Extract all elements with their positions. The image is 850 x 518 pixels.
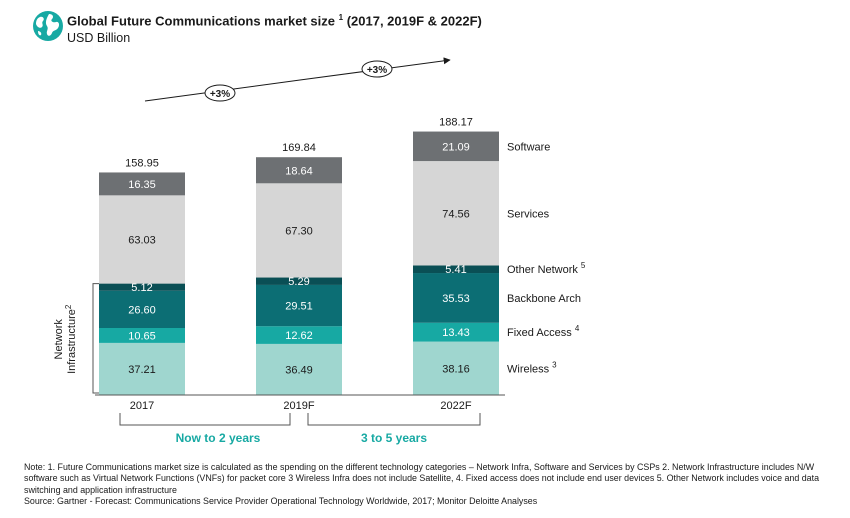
data-label: 10.65 — [128, 330, 156, 342]
globe-icon — [33, 11, 63, 41]
data-label: 5.12 — [131, 282, 152, 294]
data-label: 29.51 — [285, 301, 313, 313]
data-label: 37.21 — [128, 364, 156, 376]
legend-label: Backbone Arch — [507, 293, 581, 305]
total-label: 169.84 — [282, 142, 316, 154]
bar-segment-software — [413, 131, 499, 162]
network-bracket — [92, 283, 99, 394]
total-label: 188.17 — [439, 117, 473, 129]
legend-label: Software — [507, 141, 550, 153]
data-label: 63.03 — [128, 234, 156, 246]
bar-segment-wireless — [99, 342, 185, 395]
bar-segment-backbone-arch — [99, 290, 185, 328]
data-label: 5.41 — [445, 264, 466, 276]
bar-segment-backbone-arch — [256, 284, 342, 327]
total-label: 158.95 — [125, 157, 159, 169]
data-label: 36.49 — [285, 364, 313, 376]
bar-segment-software — [99, 172, 185, 196]
data-label: 12.62 — [285, 330, 313, 342]
x-tick-label: 2019F — [283, 400, 314, 412]
bar-segment-services — [99, 195, 185, 284]
growth-label: +3% — [367, 65, 387, 76]
data-label: 18.64 — [285, 165, 313, 177]
growth-arrow — [144, 57, 451, 102]
x-tick-label: 2017 — [130, 400, 154, 412]
data-label: 16.35 — [128, 179, 156, 191]
bar-segment-services — [256, 183, 342, 278]
bar-segment-other-network — [413, 265, 499, 274]
bar-segment-software — [256, 157, 342, 184]
bar-segment-wireless — [256, 343, 342, 395]
x-tick-label: 2022F — [440, 400, 471, 412]
network-group-label: Network — [53, 319, 65, 360]
bar-segment-fixed-access — [256, 326, 342, 344]
footnote: Note: 1. Future Communications market si… — [24, 462, 834, 508]
stacked-bar-chart: 37.21 10.65 26.60 5.12 63.03 16.35 158.95 2017 3… — [53, 57, 586, 445]
period-bracket — [307, 413, 481, 426]
chart-title: Global Future Communications market size… — [67, 13, 482, 29]
bar-segment-services — [413, 161, 499, 266]
legend-label: Wireless 3 — [507, 360, 557, 375]
growth-label: +3% — [210, 89, 230, 100]
data-label: 21.09 — [442, 141, 470, 153]
data-label: 38.16 — [442, 363, 470, 375]
data-label: 35.53 — [442, 293, 470, 305]
period-bracket — [119, 413, 291, 426]
footnote-source: Source: Gartner - Forecast: Communicatio… — [24, 496, 538, 507]
data-label: 13.43 — [442, 327, 470, 339]
legend-label: Fixed Access 4 — [507, 324, 580, 339]
bar-segment-other-network — [99, 283, 185, 291]
growth-bubble — [204, 84, 236, 102]
data-label: 5.29 — [288, 276, 309, 288]
bar-segment-backbone-arch — [413, 273, 499, 323]
network-group-label: Infrastructure2 — [64, 304, 78, 374]
period-label: Now to 2 years — [176, 431, 261, 445]
data-label: 74.56 — [442, 208, 470, 220]
data-label: 26.60 — [128, 304, 156, 316]
growth-bubble — [361, 60, 393, 78]
data-label: 67.30 — [285, 225, 313, 237]
legend-label: Services — [507, 208, 550, 220]
chart-subtitle: USD Billion — [67, 31, 131, 45]
legend-label: Other Network 5 — [507, 261, 586, 276]
bar-segment-fixed-access — [99, 327, 185, 343]
footnote-note: Note: 1. Future Communications market si… — [24, 462, 820, 495]
bar-segment-fixed-access — [413, 322, 499, 342]
bar-segment-wireless — [413, 341, 499, 395]
period-label: 3 to 5 years — [361, 431, 427, 445]
bar-segment-other-network — [256, 277, 342, 285]
